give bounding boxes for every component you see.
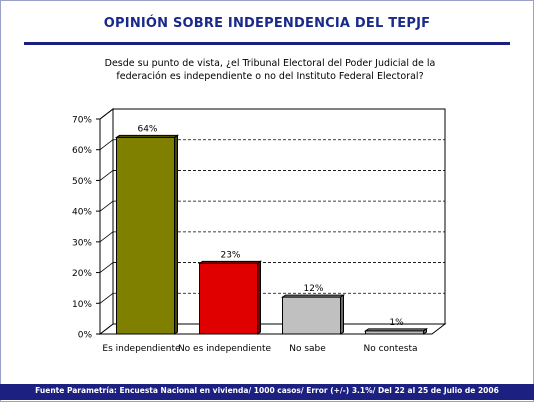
y-tick-label: 30% (72, 238, 92, 248)
gridline-side (99, 108, 114, 120)
bar-front (282, 296, 341, 335)
y-tick-label: 0% (78, 331, 93, 341)
gridline-side (99, 231, 114, 243)
title-rule (24, 42, 510, 45)
footer-source: Fuente Parametría: Encuesta Nacional en … (35, 386, 499, 395)
data-label: 23% (220, 250, 240, 260)
data-labels: 64% 23% 12% 1% (137, 124, 404, 327)
gridline-side (99, 292, 114, 304)
survey-question: Desde su punto de vista, ¿el Tribunal El… (60, 57, 480, 83)
chart-title: OPINIÓN SOBRE INDEPENDENCIA DEL TEPJF (103, 16, 431, 31)
y-tick-label: 70% (72, 116, 92, 126)
x-tick-label: Es independiente (102, 344, 181, 354)
x-tick-label: No sabe (289, 344, 326, 354)
footer-bar (0, 384, 534, 400)
bars (114, 134, 429, 335)
bar (280, 294, 346, 335)
bar (114, 134, 180, 335)
gridline-side (99, 262, 114, 273)
question-line-2: federación es independiente o no del Ins… (116, 71, 424, 82)
y-axis: 0% 10% 20% 30% 40% 50% 60% 70% (72, 116, 101, 341)
y-tick-label: 20% (72, 269, 92, 279)
bar (197, 260, 263, 335)
y-tick-label: 10% (72, 300, 92, 310)
bar-front (199, 262, 258, 335)
bar (363, 327, 429, 335)
x-tick-label: No contesta (363, 344, 417, 354)
data-label: 12% (303, 284, 323, 294)
bar-front (116, 136, 175, 335)
x-tick-label: No es independiente (178, 344, 272, 354)
gridline-side (99, 170, 114, 181)
gridline-side (99, 200, 114, 212)
data-label: 1% (389, 318, 404, 328)
y-tick-label: 60% (72, 146, 92, 156)
plot-side-wall (99, 107, 114, 336)
y-tick-label: 50% (72, 177, 92, 187)
y-tick-label: 40% (72, 208, 92, 218)
gridline-side (99, 139, 114, 151)
question-line-1: Desde su punto de vista, ¿el Tribunal El… (104, 58, 436, 69)
data-label: 64% (137, 124, 157, 134)
